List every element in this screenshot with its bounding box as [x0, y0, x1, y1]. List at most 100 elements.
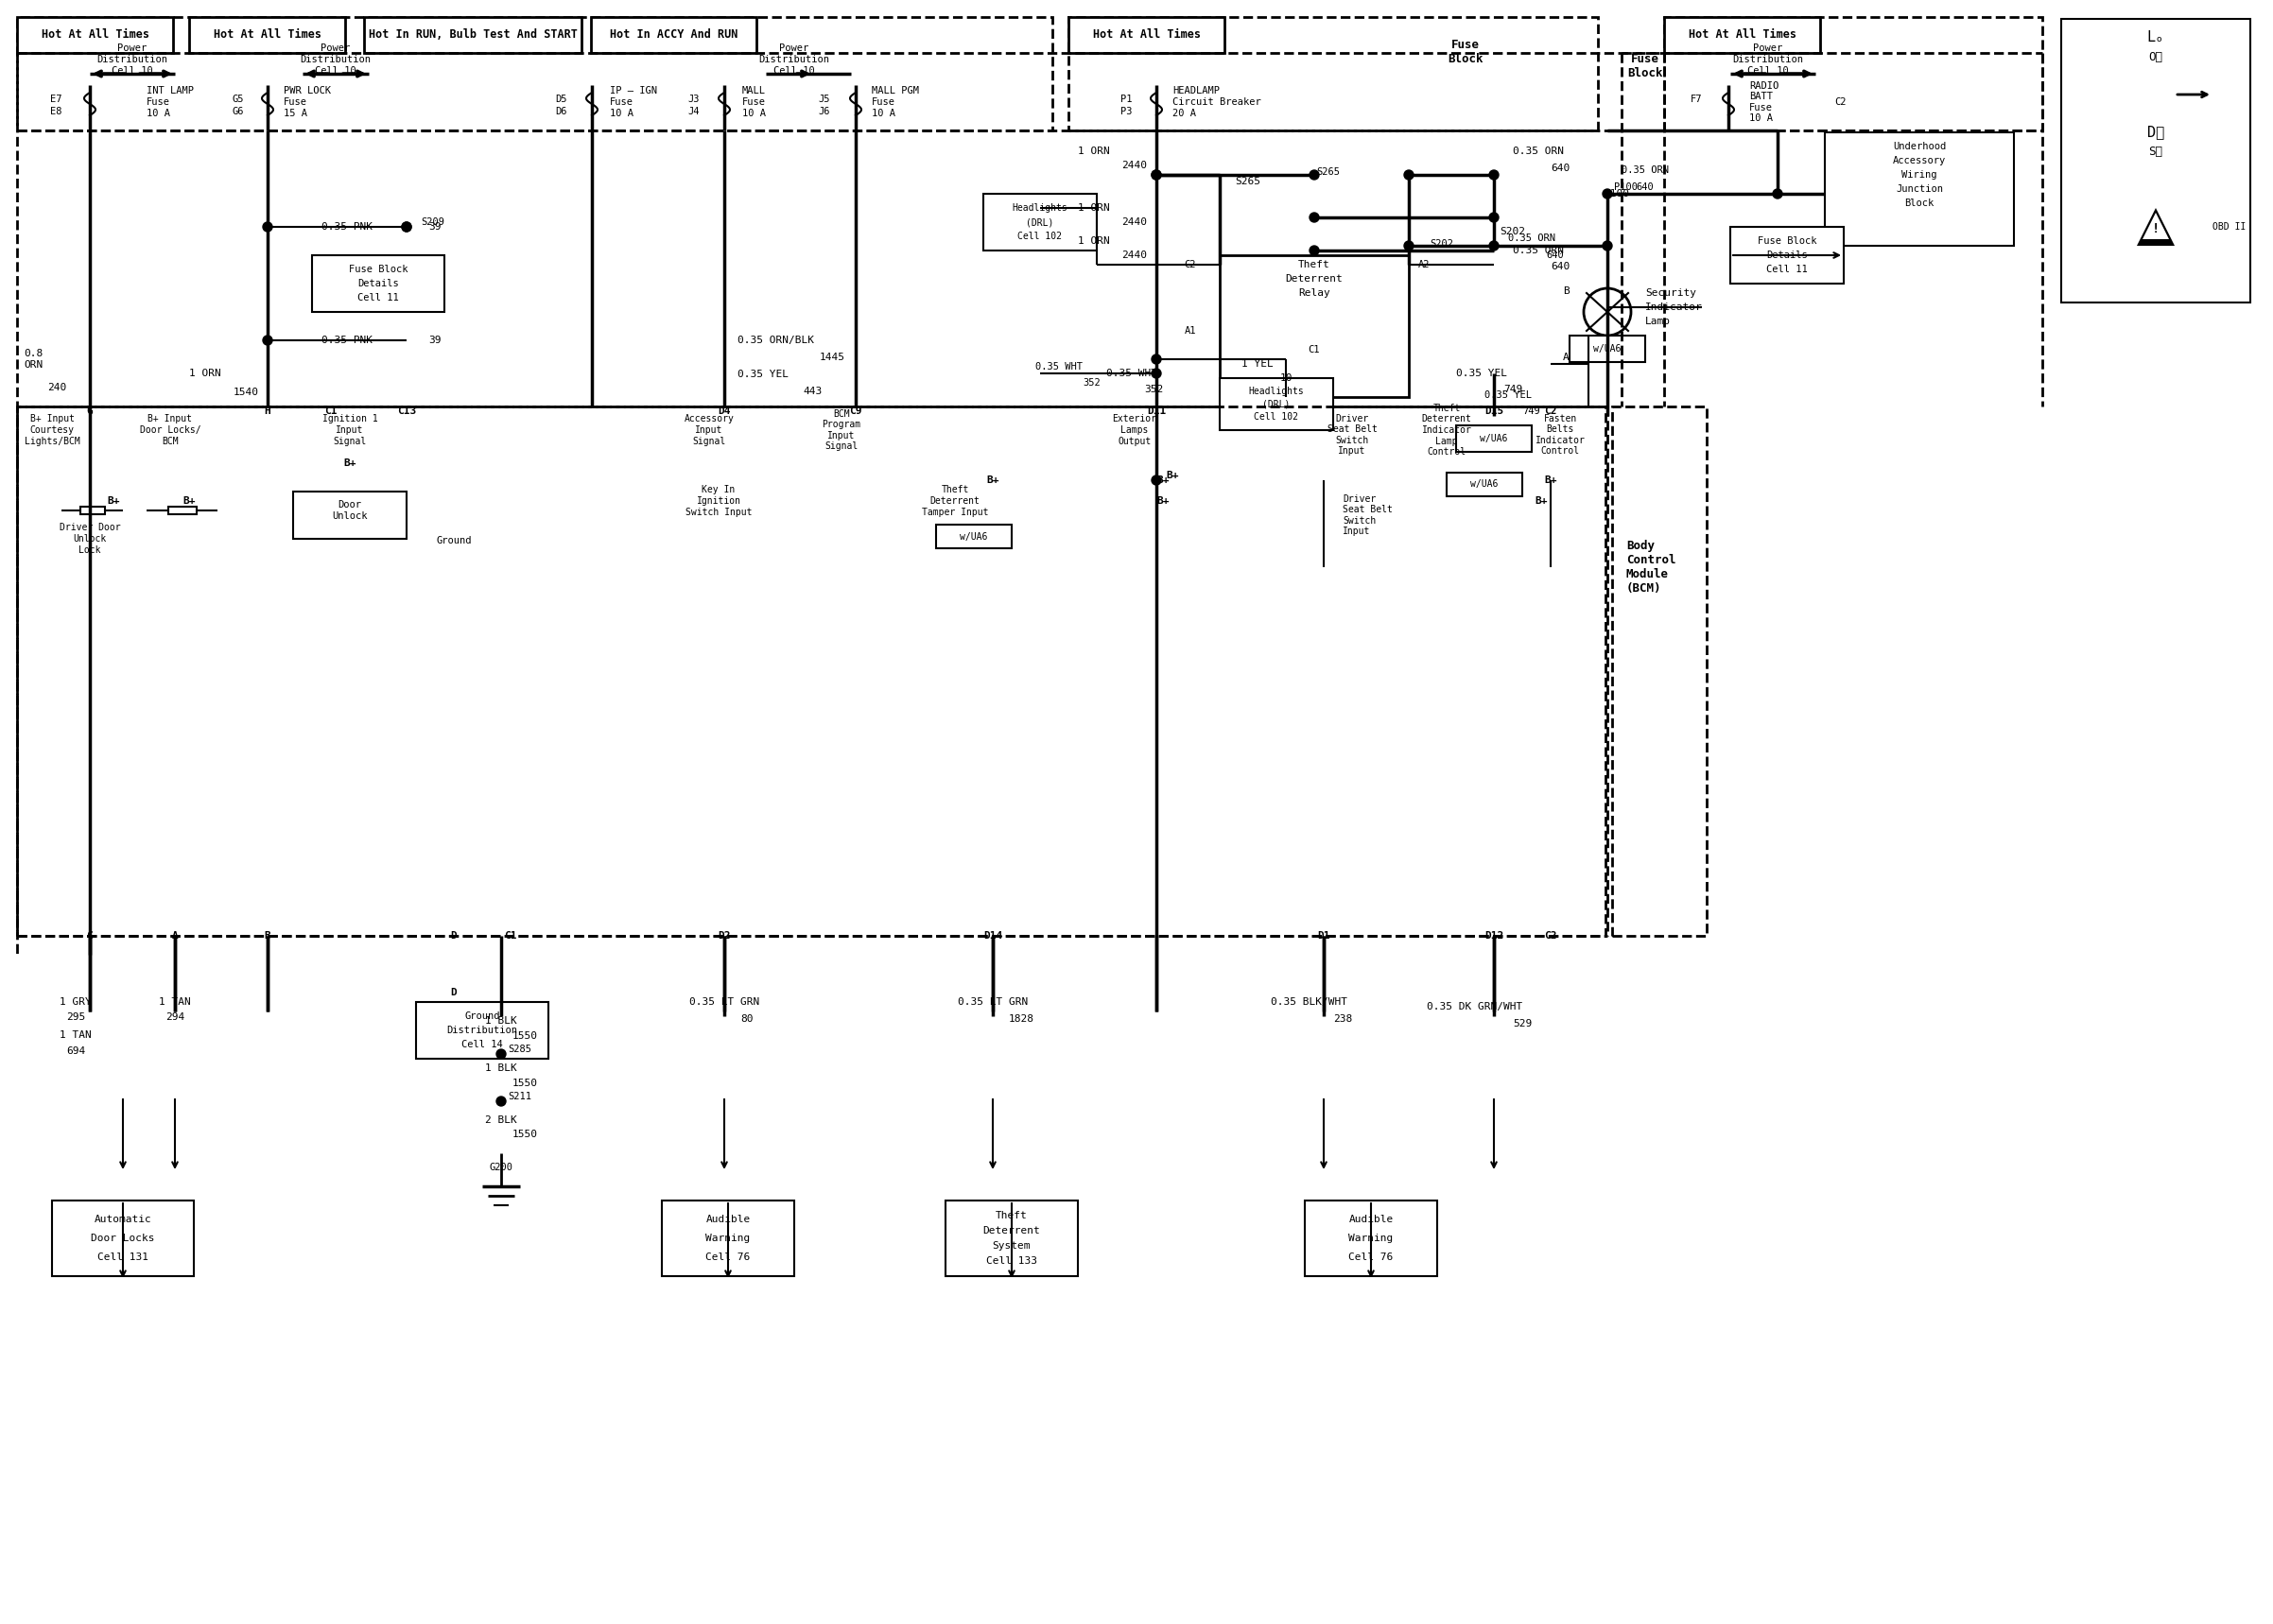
Text: (DRL): (DRL) [1262, 400, 1291, 409]
Text: Dᴇ: Dᴇ [2148, 125, 2164, 140]
Text: Driver Door
Unlock
Lock: Driver Door Unlock Lock [59, 523, 120, 554]
Text: B+ Input
Door Locks/
BCM: B+ Input Door Locks/ BCM [139, 414, 200, 447]
Circle shape [1602, 188, 1612, 198]
Text: Fuse
Block: Fuse Block [1448, 39, 1484, 65]
Text: IP – IGN
Fuse
10 A: IP – IGN Fuse 10 A [609, 86, 657, 119]
Polygon shape [2137, 208, 2175, 245]
Text: Cell 76: Cell 76 [705, 1252, 750, 1262]
Text: BCM
Program
Input
Signal: BCM Program Input Signal [823, 409, 861, 451]
Text: Details: Details [357, 279, 398, 289]
Text: (DRL): (DRL) [1025, 218, 1055, 227]
Text: D5: D5 [555, 94, 568, 104]
Text: Door Locks: Door Locks [91, 1234, 155, 1242]
Text: Deterrent: Deterrent [1287, 274, 1343, 284]
Bar [984, 193, 1098, 250]
Text: w/UA6: w/UA6 [1471, 479, 1498, 489]
Bar [1068, 16, 1598, 130]
Text: Cell 133: Cell 133 [986, 1257, 1036, 1265]
Text: G6: G6 [232, 107, 243, 117]
Text: C2: C2 [1834, 97, 1846, 107]
Text: 295: 295 [66, 1012, 84, 1021]
Text: 0.8
ORN: 0.8 ORN [23, 349, 43, 369]
Text: 640: 640 [1550, 164, 1571, 174]
Text: Relay: Relay [1298, 289, 1330, 297]
Text: 749: 749 [1523, 406, 1541, 416]
Text: D6: D6 [555, 107, 568, 117]
Text: 1 BLK: 1 BLK [484, 1064, 516, 1073]
Text: 352: 352 [1143, 385, 1164, 395]
Circle shape [1152, 171, 1162, 180]
Bar [2062, 19, 2250, 302]
Text: J6: J6 [818, 107, 830, 117]
Bar [1221, 378, 1334, 430]
Text: 0.35 YEL: 0.35 YEL [1484, 390, 1532, 400]
Text: Hot In RUN, Bulb Test And START: Hot In RUN, Bulb Test And START [368, 29, 577, 41]
Circle shape [1309, 171, 1318, 180]
Text: C: C [86, 931, 93, 940]
Text: D11: D11 [1148, 406, 1166, 416]
Text: 1550: 1550 [511, 1130, 536, 1138]
Bar [52, 1200, 193, 1276]
Text: Cell 102: Cell 102 [1018, 232, 1061, 240]
Text: D1: D1 [1318, 931, 1330, 940]
Text: A1: A1 [1184, 326, 1196, 336]
Text: 39: 39 [430, 336, 441, 344]
Text: 0.35 PNK: 0.35 PNK [320, 336, 373, 344]
Text: Driver
Seat Belt
Switch
Input: Driver Seat Belt Switch Input [1327, 414, 1377, 456]
Text: B+: B+ [1157, 476, 1168, 486]
Text: S209: S209 [421, 218, 446, 227]
Text: 0.35 WHT: 0.35 WHT [1034, 362, 1082, 372]
Text: INT LAMP
Fuse
10 A: INT LAMP Fuse 10 A [145, 86, 193, 119]
Text: Ground: Ground [436, 536, 471, 546]
Text: Cell 76: Cell 76 [1348, 1252, 1393, 1262]
Text: Audible: Audible [1348, 1215, 1393, 1224]
Text: RADIO
BATT
Fuse
10 A: RADIO BATT Fuse 10 A [1750, 81, 1780, 123]
Text: 1 BLK: 1 BLK [484, 1017, 516, 1026]
Text: Security: Security [1646, 289, 1696, 297]
Text: 80: 80 [741, 1015, 752, 1023]
Bar [1305, 1200, 1437, 1276]
Text: 0.35 ORN: 0.35 ORN [1514, 146, 1564, 156]
Text: Ground: Ground [464, 1012, 500, 1021]
Bar [364, 16, 582, 54]
Text: S265: S265 [1234, 177, 1262, 187]
Text: 240: 240 [48, 383, 66, 393]
Text: 694: 694 [66, 1046, 84, 1056]
Text: B: B [264, 931, 270, 940]
Text: 1 TAN: 1 TAN [159, 997, 191, 1007]
Text: 640: 640 [1550, 261, 1571, 271]
Text: Hot At All Times: Hot At All Times [41, 29, 150, 41]
Text: Wiring: Wiring [1903, 171, 1937, 180]
Text: 443: 443 [805, 387, 823, 396]
Text: 1 ORN: 1 ORN [1077, 146, 1109, 156]
Text: 1 ORN: 1 ORN [1077, 237, 1109, 245]
Text: A: A [1564, 352, 1571, 362]
Circle shape [1152, 171, 1162, 180]
Bar [16, 16, 173, 54]
Text: C2: C2 [1543, 931, 1557, 940]
Text: E8: E8 [50, 107, 61, 117]
Text: Junction: Junction [1896, 185, 1943, 193]
Text: Cell 11: Cell 11 [357, 292, 398, 302]
Text: Hot At All Times: Hot At All Times [1093, 29, 1200, 41]
Text: J3: J3 [689, 94, 700, 104]
Text: Cell 14: Cell 14 [461, 1039, 502, 1049]
Text: 749: 749 [1502, 385, 1523, 395]
Text: P3: P3 [1121, 107, 1132, 117]
Text: Warning: Warning [705, 1234, 750, 1242]
Text: 1540: 1540 [234, 388, 259, 396]
Text: w/UA6: w/UA6 [1593, 344, 1621, 354]
Text: B+: B+ [1534, 497, 1548, 505]
Text: B+: B+ [1543, 476, 1557, 486]
Circle shape [1152, 476, 1162, 486]
Bar [1446, 473, 1523, 497]
Text: OBD II: OBD II [2212, 222, 2246, 232]
Text: Lamp: Lamp [1646, 317, 1671, 326]
Text: S265: S265 [1316, 167, 1341, 177]
Text: Details: Details [1766, 250, 1807, 260]
Bar [661, 1200, 793, 1276]
Text: Accessory: Accessory [1893, 156, 1946, 166]
Text: P100: P100 [1605, 188, 1630, 198]
Text: Theft: Theft [1298, 260, 1330, 270]
Text: Power
Distribution
Cell 10: Power Distribution Cell 10 [759, 44, 830, 75]
